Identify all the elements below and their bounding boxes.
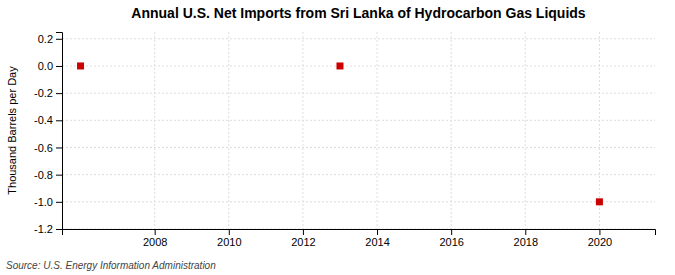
x-axis-line [63,230,656,236]
y-tick: -0.8 [34,169,62,181]
y-tick: 0.0 [38,60,62,72]
y-tick-label: -1.2 [34,223,53,235]
x-tick-mark [451,229,452,235]
y-tick-mark [56,229,62,230]
x-tick-label: 2010 [217,236,241,248]
grid-line-y [62,93,655,94]
grid-line-x [451,32,452,229]
x-tick: 2016 [439,229,463,248]
y-tick: 0.2 [38,33,62,45]
y-axis: -1.2 -1.0 -0.8 -0.6 -0.4 -0.2 0.0 0.2 [34,33,62,236]
title: Annual U.S. Net Imports from Sri Lanka o… [131,5,585,21]
y-tick-mark [56,202,62,203]
x-tick-mark [599,229,600,235]
y-axis-title: Thousand Barrels per Day [6,66,18,195]
grid-line-y [62,147,655,148]
y-tick-label: -0.6 [34,142,53,154]
x-tick-mark [377,229,378,235]
x-tick: 2018 [514,229,538,248]
chart: 2008 2010 2012 2014 2016 2018 2020 -1.2 -1.0 -0.8… [0,0,675,275]
y-tick-mark [56,120,62,121]
point [77,62,84,69]
grid-line-y [62,201,655,202]
x-tick: 2020 [588,229,612,248]
y-tick-label: -0.2 [34,87,53,99]
x-tick-label: 2016 [439,236,463,248]
x-tick-mark [525,229,526,235]
y-tick-label: -0.4 [34,114,53,126]
y-tick: -0.2 [34,87,62,99]
x-tick-label: 2014 [365,236,389,248]
y-tick: -1.2 [34,223,62,235]
x-tick-label: 2012 [291,236,315,248]
plot-area: 2008 2010 2012 2014 2016 2018 2020 -1.2 -1.0 -0.8… [34,32,655,248]
x-tick-mark [303,229,304,235]
x-tick-label: 2008 [143,236,167,248]
y-tick: -0.4 [34,114,62,126]
x-axis: 2008 2010 2012 2014 2016 2018 2020 [63,229,656,248]
x-tick: 2014 [365,229,389,248]
y-tick-mark [56,66,62,67]
point [336,62,343,69]
points [77,62,603,205]
grid-line-y [62,38,655,39]
y-tick-label: -0.8 [34,169,53,181]
grid-line-x [154,32,155,229]
y-tick-mark [56,175,62,176]
grid-line-y [62,65,655,66]
x-tick: 2008 [143,229,167,248]
grid-line-y [62,174,655,175]
x-tick-label: 2020 [588,236,612,248]
x-tick: 2010 [217,229,241,248]
point [596,198,603,205]
y-tick: -0.6 [34,142,62,154]
grid-line-x [525,32,526,229]
x-tick-label: 2018 [514,236,538,248]
y-tick-label: 0.2 [38,33,53,45]
y-tick-mark [56,93,62,94]
y-tick-mark [56,39,62,40]
x-tick-mark [229,229,230,235]
y-tick-mark [56,147,62,148]
grid [62,32,655,229]
y-tick-label: -1.0 [34,196,53,208]
source: Source: U.S. Energy Information Administ… [6,260,216,271]
grid-line-x [302,32,303,229]
y-tick-label: 0.0 [38,60,53,72]
grid-line-x [377,32,378,229]
x-tick-mark [155,229,156,235]
y-axis-line [56,33,63,230]
grid-line-x [228,32,229,229]
x-tick: 2012 [291,229,315,248]
grid-line-y [62,120,655,121]
y-tick: -1.0 [34,196,62,208]
